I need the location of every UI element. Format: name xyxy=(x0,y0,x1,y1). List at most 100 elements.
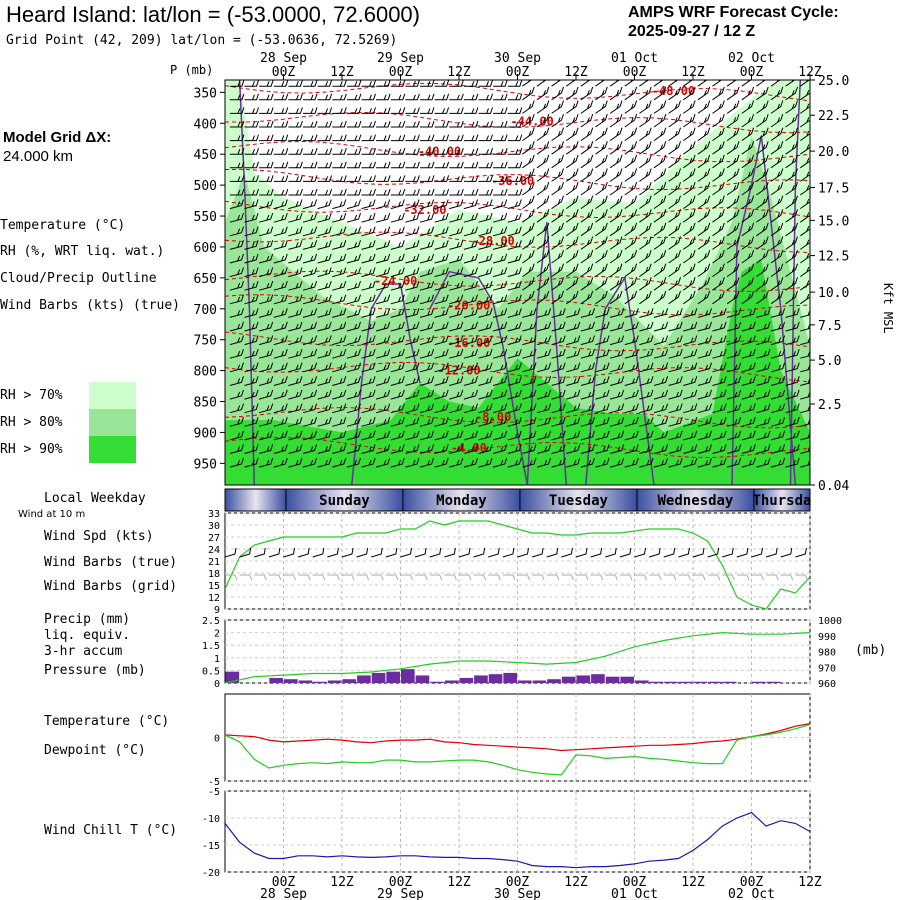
dewpoint-label: Dewpoint (°C) xyxy=(44,743,146,758)
wind-barb xyxy=(492,348,508,359)
wind-barb xyxy=(332,134,347,142)
wind-barb xyxy=(492,253,508,264)
wind-barb xyxy=(536,209,550,223)
wind-barb xyxy=(244,362,259,373)
wind-barb xyxy=(346,389,361,400)
wind-barb xyxy=(770,362,786,373)
wind-barb xyxy=(770,290,784,305)
wind-barb xyxy=(683,308,698,318)
wind-barb-grid xyxy=(312,574,326,581)
wind-barb xyxy=(712,362,727,373)
wind-barb-true xyxy=(488,547,500,558)
precip-bar xyxy=(283,679,298,683)
wind-barb xyxy=(800,405,810,414)
wind-barb xyxy=(668,154,681,169)
wind-barb xyxy=(303,161,318,169)
wind-barb xyxy=(463,430,478,441)
wind-barb xyxy=(580,80,591,87)
wind-barb xyxy=(449,199,464,210)
wind-barb xyxy=(770,209,784,223)
wind-barb xyxy=(390,93,406,101)
wind-barb xyxy=(566,154,579,169)
wind-barb xyxy=(800,432,810,441)
wind-barb xyxy=(449,120,464,128)
wind-barb xyxy=(229,107,245,114)
wind-barb xyxy=(536,154,550,169)
wind-barb-grid xyxy=(283,574,296,581)
wind-barb xyxy=(229,430,244,441)
rh70-swatch xyxy=(89,382,136,409)
wind-barb-true xyxy=(751,547,763,558)
wind-barb xyxy=(653,277,667,291)
wind-barb xyxy=(288,444,303,454)
wind-barb xyxy=(332,280,347,291)
legend-rh90-label: RH > 90% xyxy=(0,442,63,457)
kft-tick-label-4: 15.0 xyxy=(818,214,849,229)
wind-barb xyxy=(522,100,535,114)
wind-barb xyxy=(258,199,274,210)
wind-barb xyxy=(609,430,625,441)
wind-barb xyxy=(683,168,696,182)
wind-barb xyxy=(375,376,391,386)
wind-barb xyxy=(361,280,376,291)
wind-barb xyxy=(244,107,259,114)
temperature-contour-7 xyxy=(225,294,810,316)
wind-barb xyxy=(229,294,244,305)
wind-barb xyxy=(770,430,786,441)
wind-barb xyxy=(522,113,535,128)
wind-barb xyxy=(566,308,581,318)
wind-barb xyxy=(361,430,376,441)
wind-barb-grid xyxy=(459,574,472,581)
wind-barb xyxy=(770,417,786,427)
wind-barb xyxy=(595,181,608,196)
wind-barb xyxy=(449,134,464,142)
wind-barb xyxy=(624,263,638,278)
wind-barb xyxy=(478,389,493,400)
wind-barb xyxy=(697,376,712,386)
wind-barb xyxy=(303,80,318,87)
wind-barb-true xyxy=(546,547,559,558)
wind-barb xyxy=(507,417,522,427)
wind-barb xyxy=(229,226,244,237)
wind-barb xyxy=(346,417,361,427)
wind-barb xyxy=(522,389,537,400)
wind-barb xyxy=(434,348,449,359)
wind-barb xyxy=(375,417,391,427)
wind-barb xyxy=(376,161,391,169)
wind-barb xyxy=(346,199,361,210)
wind-barb xyxy=(741,195,755,210)
wind-barb xyxy=(595,168,608,182)
wind-barb xyxy=(726,308,742,318)
wind-barb xyxy=(244,389,259,400)
rh80-swatch xyxy=(89,409,136,436)
weekday-segment xyxy=(636,489,754,511)
wind-barb xyxy=(332,335,347,346)
weekday-segment xyxy=(285,489,403,511)
wind-barb xyxy=(420,93,435,101)
wind-barb xyxy=(229,403,244,414)
wind-barb xyxy=(770,457,786,468)
wind-barb xyxy=(332,240,347,250)
wind-barb xyxy=(756,430,771,441)
wind-barb xyxy=(507,335,522,346)
wind-barb xyxy=(332,175,347,182)
wind-barb xyxy=(288,267,303,278)
wind-barb xyxy=(580,457,595,468)
wind-barb xyxy=(259,80,274,87)
wind-barb xyxy=(478,212,493,223)
wind-barb xyxy=(551,417,566,427)
wind-barb xyxy=(785,209,798,223)
wind-barb xyxy=(609,308,625,318)
wind-barb xyxy=(449,457,464,468)
wind-speed-line xyxy=(225,520,810,609)
bottom-time-tick-label-3: 12Z xyxy=(447,875,471,890)
wind-barb xyxy=(346,240,361,250)
wind-barb xyxy=(478,376,493,386)
wind-barb xyxy=(741,403,756,414)
wind-barb xyxy=(376,134,391,142)
wind-barb xyxy=(551,181,564,196)
wind-barb xyxy=(697,430,712,441)
wind-barb xyxy=(595,113,608,128)
cloud-outline-0 xyxy=(238,80,256,485)
wind-barb xyxy=(332,376,347,386)
